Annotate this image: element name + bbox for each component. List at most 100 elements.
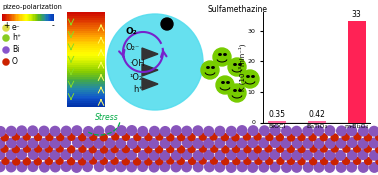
Circle shape <box>342 145 351 153</box>
Bar <box>67 42 105 44</box>
Bar <box>51 14 53 21</box>
Circle shape <box>127 138 138 149</box>
Circle shape <box>287 133 295 142</box>
Bar <box>67 105 105 107</box>
Circle shape <box>159 161 170 172</box>
Circle shape <box>353 132 362 141</box>
Bar <box>67 52 105 54</box>
Bar <box>67 59 105 61</box>
Circle shape <box>28 161 39 172</box>
Bar <box>39 14 40 21</box>
Circle shape <box>319 133 328 141</box>
Circle shape <box>264 144 273 153</box>
Circle shape <box>287 157 295 165</box>
Circle shape <box>214 162 225 173</box>
Bar <box>67 90 105 92</box>
Circle shape <box>232 157 240 165</box>
Circle shape <box>72 137 83 148</box>
Circle shape <box>0 161 6 172</box>
Bar <box>27 14 28 21</box>
Circle shape <box>144 145 153 154</box>
Bar <box>15 14 17 21</box>
Circle shape <box>358 138 369 149</box>
Text: e⁻: e⁻ <box>12 23 21 33</box>
Bar <box>67 21 105 23</box>
Circle shape <box>303 162 314 173</box>
Circle shape <box>93 138 104 149</box>
Circle shape <box>78 133 87 141</box>
Circle shape <box>28 149 39 160</box>
Circle shape <box>204 161 215 172</box>
Bar <box>40 14 41 21</box>
Circle shape <box>38 149 49 160</box>
Circle shape <box>276 157 285 165</box>
Circle shape <box>39 138 50 149</box>
Circle shape <box>138 138 149 149</box>
Bar <box>18 14 19 21</box>
Bar <box>67 16 105 18</box>
Circle shape <box>138 150 149 161</box>
Circle shape <box>353 157 361 165</box>
Circle shape <box>181 161 192 172</box>
Circle shape <box>177 145 185 153</box>
Bar <box>308 121 325 122</box>
Circle shape <box>160 138 171 149</box>
Circle shape <box>254 157 263 165</box>
Circle shape <box>144 157 153 166</box>
Circle shape <box>215 150 226 161</box>
Bar <box>67 84 105 86</box>
Bar <box>14 14 15 21</box>
Bar <box>67 27 105 29</box>
Circle shape <box>265 133 274 141</box>
Circle shape <box>265 157 273 165</box>
Circle shape <box>276 133 284 141</box>
Circle shape <box>221 145 229 154</box>
Circle shape <box>291 138 302 149</box>
Polygon shape <box>142 64 158 76</box>
Circle shape <box>237 161 248 172</box>
Bar <box>67 17 105 20</box>
Circle shape <box>221 157 229 165</box>
Circle shape <box>369 138 378 149</box>
Bar <box>10 14 11 21</box>
Circle shape <box>126 125 137 136</box>
Circle shape <box>214 126 225 137</box>
Bar <box>67 69 105 71</box>
Circle shape <box>100 157 108 165</box>
Circle shape <box>1 133 9 142</box>
Circle shape <box>270 125 281 136</box>
Circle shape <box>226 126 237 137</box>
Circle shape <box>346 162 357 173</box>
Circle shape <box>281 162 292 173</box>
Circle shape <box>199 144 207 153</box>
Circle shape <box>83 126 94 137</box>
Circle shape <box>291 150 302 161</box>
Circle shape <box>313 162 324 173</box>
Text: 33: 33 <box>352 10 361 19</box>
Circle shape <box>45 157 53 165</box>
Circle shape <box>155 145 163 154</box>
Circle shape <box>166 156 174 165</box>
Circle shape <box>280 138 291 149</box>
Circle shape <box>188 157 196 165</box>
Circle shape <box>34 133 42 141</box>
Circle shape <box>49 149 60 160</box>
Bar <box>12 14 14 21</box>
Circle shape <box>105 125 116 136</box>
Circle shape <box>281 125 292 136</box>
Circle shape <box>269 149 280 160</box>
Circle shape <box>243 157 252 165</box>
Bar <box>67 54 105 56</box>
Circle shape <box>187 145 196 153</box>
Circle shape <box>107 14 203 110</box>
Circle shape <box>82 150 93 161</box>
Circle shape <box>110 145 119 153</box>
Circle shape <box>71 162 82 173</box>
Bar <box>49 14 50 21</box>
Circle shape <box>342 157 350 165</box>
Circle shape <box>27 125 38 136</box>
Bar <box>5 14 6 21</box>
Circle shape <box>0 126 6 137</box>
Circle shape <box>116 125 127 136</box>
Circle shape <box>137 126 148 137</box>
